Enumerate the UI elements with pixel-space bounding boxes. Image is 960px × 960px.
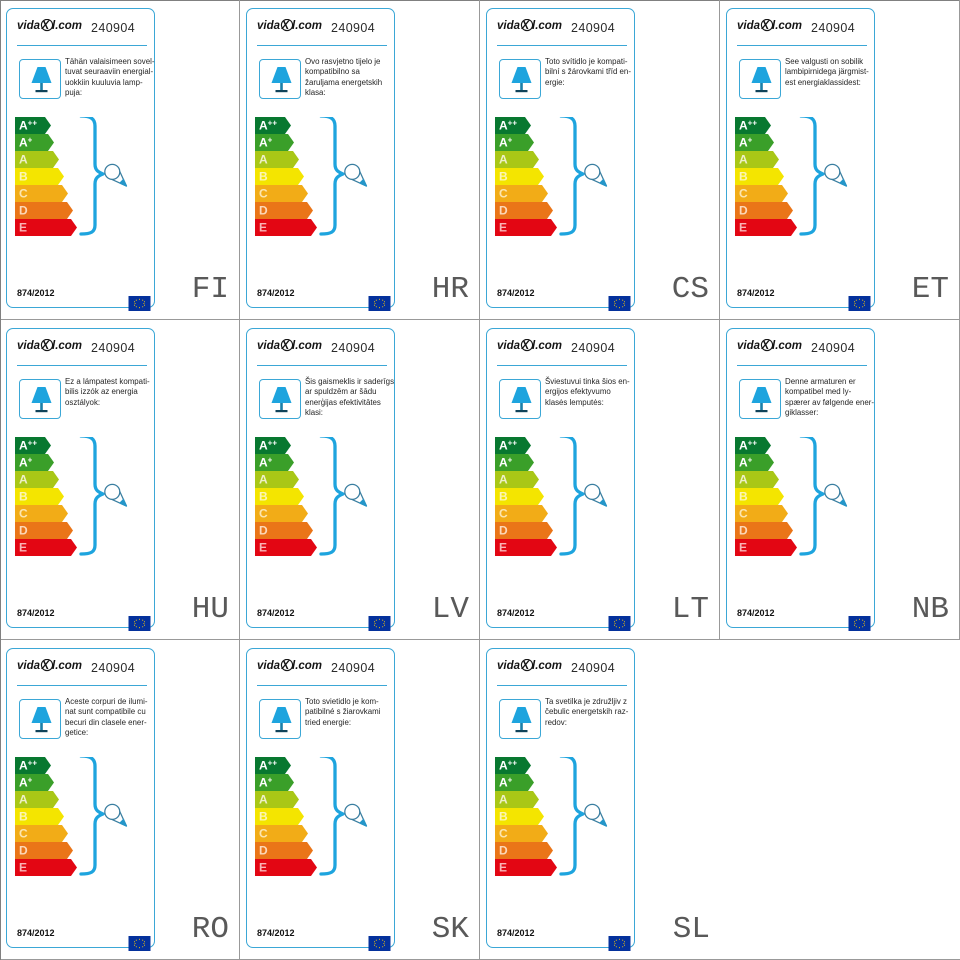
svg-text:B: B	[739, 490, 748, 504]
svg-text:B: B	[19, 490, 28, 504]
svg-text:vida: vida	[497, 20, 521, 32]
svg-text:C: C	[19, 187, 28, 201]
svg-text:l.com: l.com	[292, 660, 322, 672]
svg-text:D: D	[499, 844, 508, 858]
svg-text:C: C	[739, 187, 748, 201]
svg-text:B: B	[499, 810, 508, 824]
svg-text:l.com: l.com	[772, 340, 802, 352]
svg-text:A: A	[19, 793, 28, 807]
svg-text:E: E	[259, 541, 267, 555]
svg-text:B: B	[259, 170, 268, 184]
svg-text:A: A	[499, 473, 508, 487]
svg-text:E: E	[19, 541, 27, 555]
svg-text:A: A	[259, 153, 268, 167]
svg-text:l.com: l.com	[52, 340, 82, 352]
svg-text:vida: vida	[497, 660, 521, 672]
svg-text:B: B	[499, 170, 508, 184]
svg-text:E: E	[499, 861, 507, 875]
svg-text:A: A	[739, 153, 748, 167]
svg-text:B: B	[19, 810, 28, 824]
svg-text:A: A	[19, 153, 28, 167]
svg-text:D: D	[259, 844, 268, 858]
svg-text:E: E	[19, 861, 27, 875]
svg-text:C: C	[499, 827, 508, 841]
svg-text:C: C	[499, 187, 508, 201]
svg-text:E: E	[739, 541, 747, 555]
svg-text:l.com: l.com	[292, 20, 322, 32]
svg-text:B: B	[739, 170, 748, 184]
svg-text:A: A	[739, 473, 748, 487]
svg-text:D: D	[19, 524, 28, 538]
svg-text:l.com: l.com	[532, 660, 562, 672]
svg-text:B: B	[19, 170, 28, 184]
svg-text:vida: vida	[17, 20, 41, 32]
svg-text:B: B	[259, 490, 268, 504]
svg-text:vida: vida	[737, 20, 761, 32]
svg-text:A: A	[499, 153, 508, 167]
svg-text:C: C	[739, 507, 748, 521]
svg-text:E: E	[499, 541, 507, 555]
svg-text:l.com: l.com	[532, 340, 562, 352]
svg-text:B: B	[259, 810, 268, 824]
svg-text:vida: vida	[737, 340, 761, 352]
svg-text:l.com: l.com	[52, 20, 82, 32]
svg-text:C: C	[259, 187, 268, 201]
svg-text:D: D	[499, 524, 508, 538]
svg-text:D: D	[259, 204, 268, 218]
svg-text:l.com: l.com	[532, 20, 562, 32]
svg-text:l.com: l.com	[52, 660, 82, 672]
svg-text:l.com: l.com	[772, 20, 802, 32]
svg-text:A: A	[259, 793, 268, 807]
svg-text:B: B	[499, 490, 508, 504]
svg-text:A: A	[499, 793, 508, 807]
svg-text:E: E	[259, 861, 267, 875]
svg-text:D: D	[19, 844, 28, 858]
svg-text:E: E	[259, 221, 267, 235]
svg-text:vida: vida	[257, 20, 281, 32]
svg-text:E: E	[739, 221, 747, 235]
svg-text:C: C	[499, 507, 508, 521]
svg-text:D: D	[739, 204, 748, 218]
svg-text:E: E	[19, 221, 27, 235]
svg-text:vida: vida	[497, 340, 521, 352]
svg-text:C: C	[19, 507, 28, 521]
svg-text:C: C	[259, 507, 268, 521]
svg-text:C: C	[259, 827, 268, 841]
svg-text:E: E	[499, 221, 507, 235]
svg-text:vida: vida	[257, 660, 281, 672]
svg-text:vida: vida	[17, 660, 41, 672]
svg-text:D: D	[259, 524, 268, 538]
svg-text:D: D	[739, 524, 748, 538]
svg-text:A: A	[259, 473, 268, 487]
svg-text:A: A	[19, 473, 28, 487]
svg-text:vida: vida	[257, 340, 281, 352]
svg-text:D: D	[19, 204, 28, 218]
svg-text:vida: vida	[17, 340, 41, 352]
svg-text:D: D	[499, 204, 508, 218]
svg-text:l.com: l.com	[292, 340, 322, 352]
svg-text:C: C	[19, 827, 28, 841]
